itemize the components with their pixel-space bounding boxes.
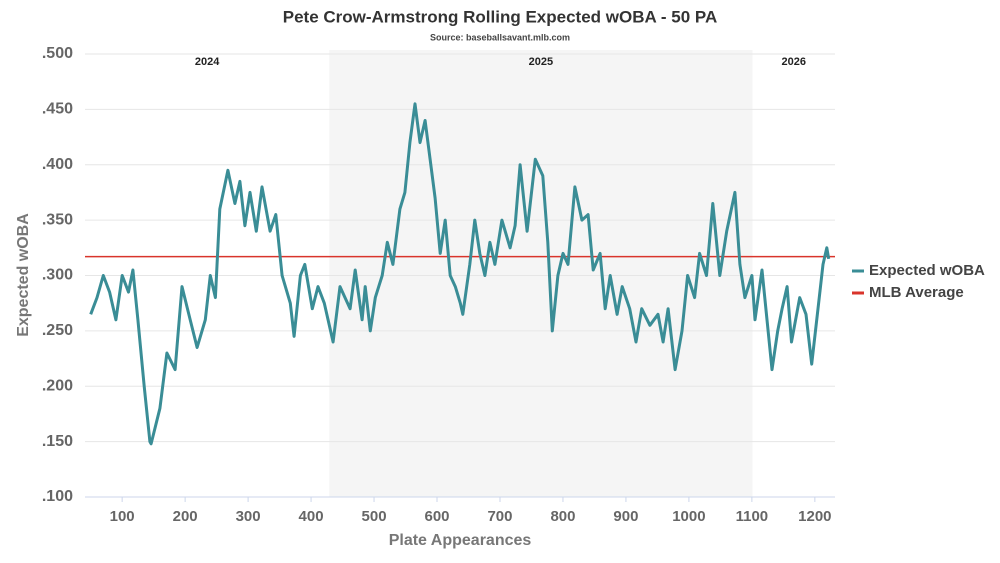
legend-label: MLB Average	[869, 284, 964, 301]
x-tick-label: 100	[110, 508, 135, 525]
legend-label: Expected wOBA	[869, 262, 985, 279]
y-tick-label: .350	[42, 211, 73, 228]
x-tick-label: 1200	[798, 508, 831, 525]
x-tick-label: 1100	[736, 508, 769, 525]
x-tick-label: 200	[173, 508, 198, 525]
x-tick-label: 800	[550, 508, 575, 525]
y-tick-label: .100	[42, 488, 73, 505]
x-tick-label: 400	[299, 508, 324, 525]
x-tick-label: 700	[487, 508, 512, 525]
season-label: 2025	[529, 56, 553, 68]
x-tick-label: 900	[613, 508, 638, 525]
x-axis-label: Plate Appearances	[389, 532, 532, 549]
y-tick-label: .200	[42, 377, 73, 394]
y-tick-label: .400	[42, 156, 73, 173]
y-tick-label: .250	[42, 322, 73, 339]
y-tick-label: .300	[42, 267, 73, 284]
y-tick-label: .500	[42, 45, 73, 62]
x-tick-label: 300	[236, 508, 261, 525]
chart-title: Pete Crow-Armstrong Rolling Expected wOB…	[283, 7, 718, 26]
season-label: 2026	[782, 56, 806, 68]
x-tick-label: 500	[362, 508, 387, 525]
x-tick-label: 1000	[672, 508, 705, 525]
y-tick-label: .450	[42, 101, 73, 118]
y-axis-label: Expected wOBA	[15, 213, 32, 337]
chart-subtitle: Source: baseballsavant.mlb.com	[430, 32, 570, 42]
series-line	[89, 102, 831, 446]
season-band	[329, 50, 753, 497]
y-tick-label: .150	[42, 433, 73, 450]
season-label: 2024	[195, 56, 220, 68]
x-tick-label: 600	[424, 508, 449, 525]
